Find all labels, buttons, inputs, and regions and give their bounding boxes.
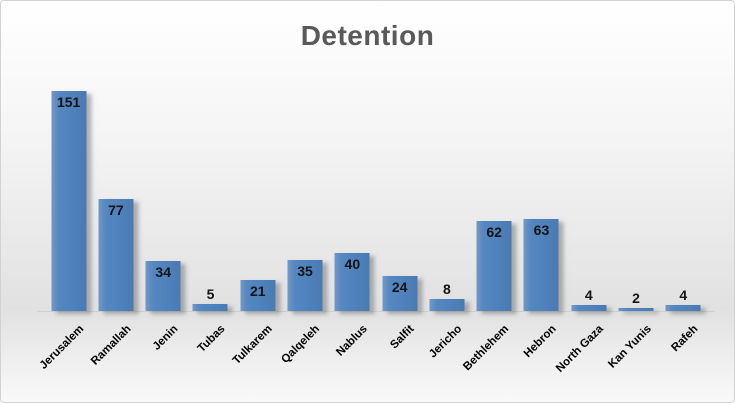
x-axis-slot: Kan Yunis bbox=[606, 313, 659, 393]
bar bbox=[571, 305, 607, 311]
x-axis-slot: Ramallah bbox=[88, 313, 139, 393]
x-axis-line bbox=[37, 311, 715, 312]
bar bbox=[665, 305, 701, 311]
x-axis-slot: Nablus bbox=[329, 313, 376, 393]
x-axis-slot: Rafeh bbox=[660, 313, 707, 393]
chart-title: Detention bbox=[300, 20, 435, 51]
x-axis-label: Jericho bbox=[426, 323, 465, 361]
x-axis-label: Jerusalem bbox=[37, 323, 87, 372]
bar-value-label: 8 bbox=[442, 281, 451, 297]
bar-slot: 4 bbox=[565, 91, 612, 311]
x-axis-slot: North Gaza bbox=[554, 313, 612, 393]
x-axis-label: Qalqeleh bbox=[279, 323, 323, 366]
x-axis-slot: Jerusalem bbox=[37, 313, 92, 393]
x-axis-slot: Bethlehem bbox=[462, 313, 518, 393]
x-axis-slot: Qalqeleh bbox=[279, 313, 328, 393]
x-axis-slot: Tulkarem bbox=[231, 313, 281, 393]
bar bbox=[240, 280, 276, 311]
x-axis-slot: Jericho bbox=[423, 313, 470, 393]
x-axis-label: Salfit bbox=[388, 323, 418, 352]
bar bbox=[382, 276, 418, 311]
bar-slot: 35 bbox=[281, 91, 328, 311]
bar-slot: 40 bbox=[329, 91, 376, 311]
bar-value-label: 2 bbox=[632, 290, 640, 306]
bar bbox=[523, 219, 559, 311]
plot-area: 151 77 34 5 21 35 40 24 8 62 63 4 2 4 bbox=[45, 91, 707, 311]
bar-slot: 4 bbox=[660, 91, 707, 311]
x-axis-label: Kan Yunis bbox=[605, 323, 654, 371]
bar-value-label: 4 bbox=[679, 287, 688, 303]
bar-slot: 5 bbox=[187, 91, 234, 311]
bar bbox=[98, 199, 134, 311]
bar-slot: 34 bbox=[140, 91, 187, 311]
bar-slot: 151 bbox=[45, 91, 92, 311]
x-axis-label: Tubas bbox=[196, 323, 228, 355]
x-axis-slot: Jenin bbox=[140, 313, 187, 393]
x-axis-slot: Salfit bbox=[376, 313, 423, 393]
bar-slot: 63 bbox=[518, 91, 565, 311]
bar-slot: 62 bbox=[471, 91, 518, 311]
x-axis-label: Hebron bbox=[521, 323, 559, 360]
x-axis-slot: Hebron bbox=[518, 313, 565, 393]
bar-slot: 24 bbox=[376, 91, 423, 311]
bar-slot: 2 bbox=[612, 91, 659, 311]
bar bbox=[287, 260, 323, 311]
bar bbox=[51, 91, 87, 311]
bar-value-label: 5 bbox=[206, 286, 215, 302]
x-axis-label: Ramallah bbox=[88, 323, 134, 368]
bar-slot: 77 bbox=[92, 91, 139, 311]
bar bbox=[618, 308, 654, 311]
bar-value-label: 4 bbox=[584, 287, 593, 303]
x-axis-label: Rafeh bbox=[669, 323, 701, 355]
x-axis-slot: Tubas bbox=[187, 313, 234, 393]
bar bbox=[145, 261, 181, 311]
bar bbox=[192, 304, 228, 311]
bar bbox=[429, 299, 465, 311]
x-axis-label: Jenin bbox=[150, 323, 181, 353]
x-axis: Jerusalem Ramallah Jenin Tubas Tulkarem Qalqe… bbox=[37, 313, 707, 393]
x-axis-label: Nablus bbox=[334, 323, 370, 359]
bar bbox=[334, 253, 370, 311]
bar bbox=[476, 221, 512, 311]
bar-slot: 8 bbox=[423, 91, 470, 311]
x-axis-label: Tulkarem bbox=[231, 323, 276, 368]
bar-slot: 21 bbox=[234, 91, 281, 311]
